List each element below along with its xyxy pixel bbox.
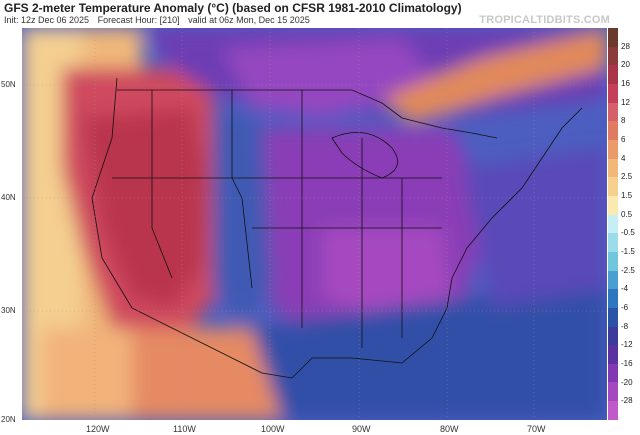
lon-label-80w: 80W [440,424,459,434]
colorbar-tick-label: -16 [621,359,633,368]
brand-watermark: TROPICALTIDBITS.COM [479,14,610,26]
colorbar-tick-label: 8 [621,116,626,126]
lat-label-20n: 20N [1,415,16,424]
colorbar-tick-label: 1.5 [621,191,633,200]
lon-label-70w: 70W [527,424,546,434]
colorbar-segment [608,363,618,383]
colorbar-tick-label: -0.5 [621,228,635,238]
colorbar-segment [608,345,618,364]
colorbar-tick-label: -12 [621,340,633,350]
lon-label-100w: 100W [261,424,285,434]
colorbar-tick-label: 2.5 [621,172,633,182]
init-time: Init: 12z Dec 06 2025 [4,15,90,25]
lat-label-40n: 40N [1,193,16,202]
colorbar-tick-label: -4 [621,284,629,294]
colorbar-segment [608,270,618,290]
colorbar-segment [608,65,618,84]
colorbar-segment [608,158,618,178]
colorbar-segment [608,233,618,252]
colorbar-segment [608,121,618,140]
colorbar-tick-label: 12 [621,97,630,107]
colorbar-segment [608,102,618,122]
anomaly-field [22,28,607,420]
colorbar-tick-label: -8 [621,321,629,331]
colorbar-segment [608,195,618,215]
colorbar-segment [608,214,618,234]
colorbar-segment [608,177,618,196]
colorbar-tick-label: 0.5 [621,209,633,219]
colorbar-segment [608,251,618,271]
colorbar-segment [608,83,618,103]
map-borders [91,77,583,379]
colorbar-tick-label: -20 [621,377,633,387]
colorbar-tick-label: -2.5 [621,265,635,275]
anomaly-map [22,28,607,420]
lon-label-110w: 110W [173,424,196,434]
colorbar-tick-label: -6 [621,303,629,312]
colorbar-tick-label: 16 [621,79,630,88]
lat-label-50n: 50N [1,80,16,89]
colorbar-segment [608,401,618,420]
colorbar-segment [608,307,618,327]
colorbar-segment [608,28,618,47]
colorbar-tick-label: -28 [621,396,633,406]
forecast-hour: Forecast Hour: [210] [97,15,180,25]
colorbar-tick-label: 4 [621,153,626,163]
graticule [22,28,607,420]
colorbar-segment [608,326,618,346]
colorbar-tick-label: 6 [621,135,626,144]
lat-label-30n: 30N [1,306,16,315]
lon-label-90w: 90W [352,424,371,434]
colorbar-segment [608,289,618,308]
colorbar-segment [608,139,618,159]
colorbar-tick-label: -1.5 [621,247,635,256]
map-canvas [22,28,607,420]
map-title: GFS 2-meter Temperature Anomaly (°C) (ba… [4,1,462,15]
valid-time: valid at 06z Mon, Dec 15 2025 [188,15,310,25]
lon-label-120w: 120W [86,424,110,434]
colorbar-segment [608,382,618,402]
header: GFS 2-meter Temperature Anomaly (°C) (ba… [0,0,640,28]
colorbar [608,28,618,420]
colorbar-segment [608,46,618,66]
colorbar-tick-label: 28 [621,41,630,51]
map-subtitle: Init: 12z Dec 06 2025 Forecast Hour: [21… [4,15,316,25]
colorbar-tick-label: 20 [621,60,630,70]
